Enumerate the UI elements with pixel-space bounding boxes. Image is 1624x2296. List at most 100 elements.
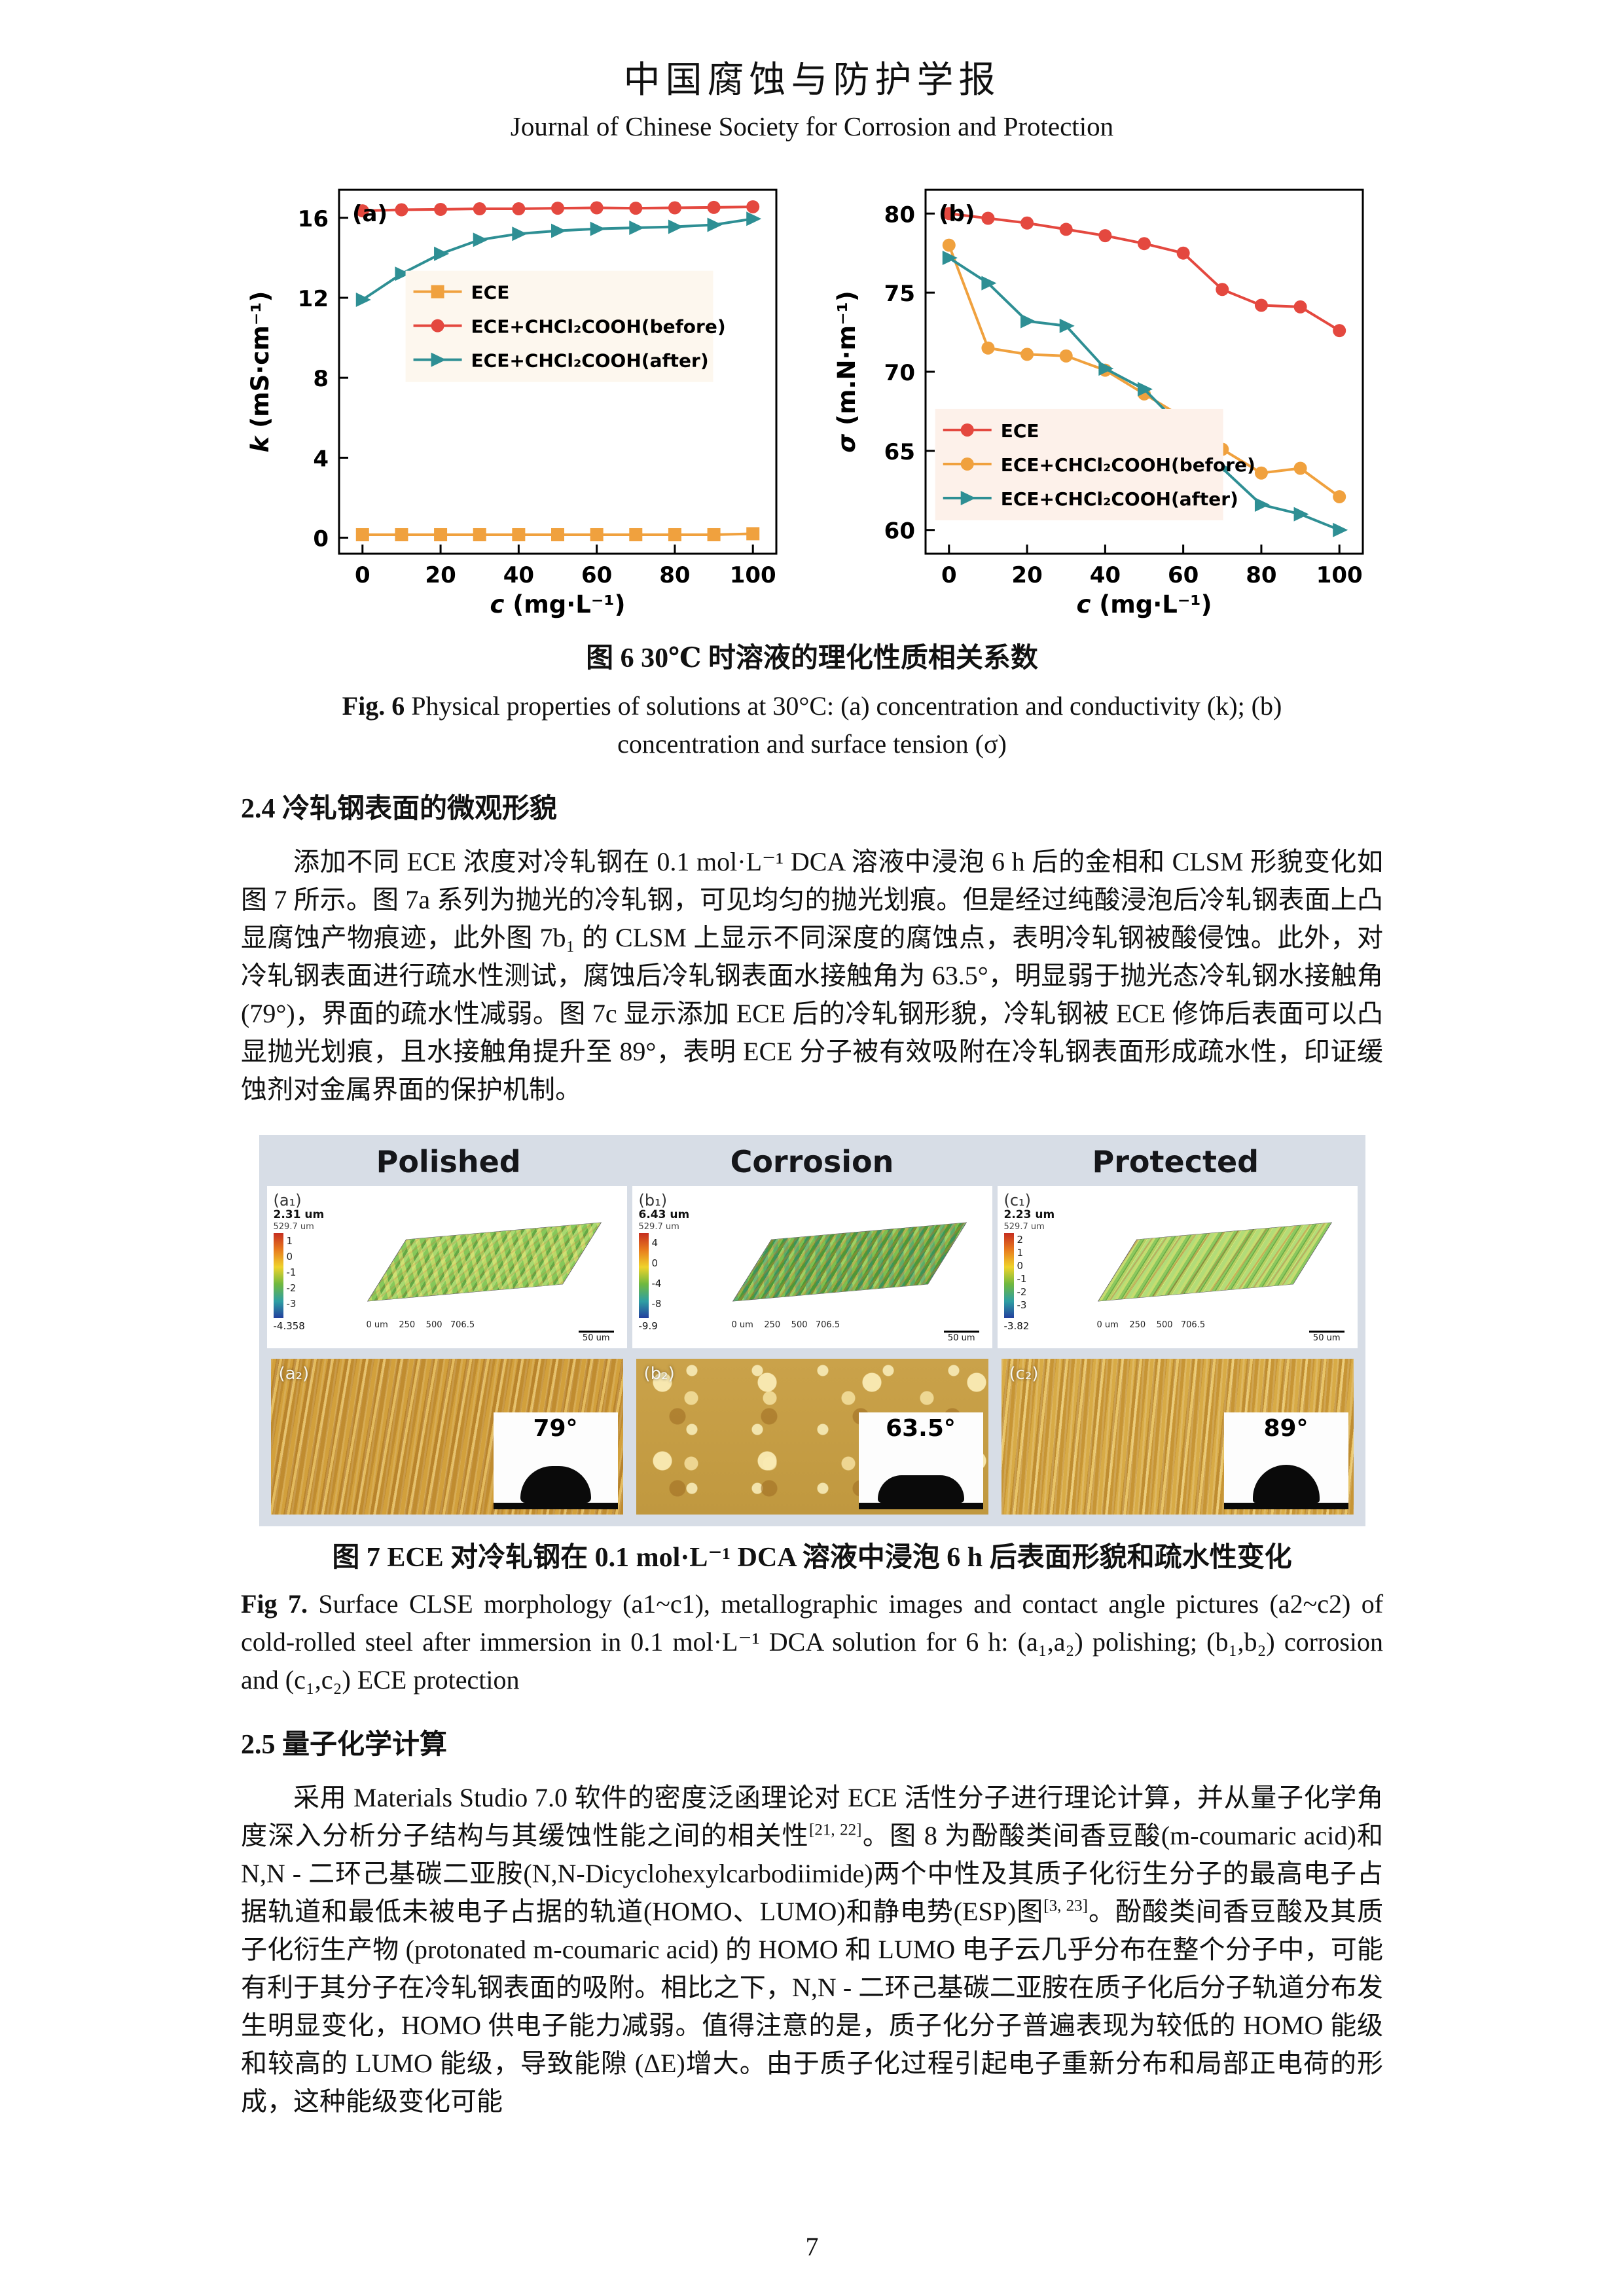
paragraph-2-5-part-1: 采用 Materials Studio 7.0 软件的密度泛函理论对 ECE 活… [241,1783,1383,1850]
figure7-caption-zh-text: ECE 对冷轧钢在 0.1 mol·L⁻¹ DCA 溶液中浸泡 6 h 后表面形… [387,1543,1292,1573]
figure7-caption-zh: 图 7 ECE 对冷轧钢在 0.1 mol·L⁻¹ DCA 溶液中浸泡 6 h … [241,1541,1383,1575]
contact-angle-inset-b2: 63.5° [858,1412,983,1509]
droplet-baseline-b2 [858,1503,983,1509]
figure7-caption-zh-label: 图 7 [332,1543,380,1573]
clsm-axis-labels-b1: 0 um 250 500 706.5 [731,1320,840,1330]
colorbar-ticks-c1: 2 1 0 -1 -2 -3 [1017,1234,1027,1311]
paragraph-2-5-part-2: 。图 8 为酚酸类间香豆酸(m-coumaric acid)和 N,N - 二环… [241,1821,1383,1926]
figure7-caption-en: Fig 7. Surface CLSE morphology (a1~c1), … [241,1585,1383,1699]
height-colorbar-a1: 2.31 um 529.7 um 1 0 -1 -2 -3 -4.358 [273,1208,336,1332]
metallographic-label-c2: (c₂) [1009,1364,1039,1384]
colorbar-gradient-b1 [638,1233,649,1318]
clsm-label-a1: (a₁) [273,1191,302,1210]
water-droplet-shape-a2 [520,1466,591,1503]
chart-surface-tension: 0 20 40 60 80 100 60 65 70 75 80 ECE ECE+CHCl₂COOH(b… [833,188,1364,619]
clsm-cell-a1: (a₁) 2.31 um 529.7 um 1 0 -1 -2 -3 -4.35… [266,1186,627,1348]
figure7-caption-en-label: Fig 7. [241,1589,308,1619]
paragraph-2-5-part-3: 。酚酸类间香豆酸及其质子化衍生产物 (protonated m-coumaric… [241,1897,1383,2116]
clsm-surface-wrap-c1: 0 um 250 500 706.5 50 um [1075,1202,1355,1346]
svg-text:20: 20 [1011,562,1042,588]
contact-angle-inset-c2: 89° [1223,1412,1348,1509]
clsm-surface-wrap-b1: 0 um 250 500 706.5 50 um [710,1202,990,1346]
water-droplet-shape-b2 [877,1475,964,1503]
clsm-axis-labels-a1: 0 um 250 500 706.5 [366,1320,475,1330]
colorbar-max-b1: 6.43 um [638,1208,690,1221]
contact-angle-value-a2: 79° [533,1415,578,1442]
svg-text:16: 16 [298,206,329,232]
height-colorbar-c1: 2.23 um 529.7 um 2 1 0 -1 -2 -3 -3.82 [1003,1208,1067,1332]
journal-title-en: Journal of Chinese Society for Corrosion… [510,111,1114,141]
figure6-caption-zh: 图 6 30℃ 时溶液的理化性质相关系数 [241,641,1383,675]
contact-angle-value-b2: 63.5° [886,1415,956,1442]
svg-text:80: 80 [884,202,915,228]
metallographic-image-b2: (b₂) 63.5° [636,1359,988,1515]
colorbar-gradient-c1 [1003,1233,1014,1318]
svg-text:0: 0 [355,562,370,588]
contact-angle-value-c2: 89° [1263,1415,1308,1442]
svg-text:0: 0 [313,526,329,552]
svg-text:40: 40 [503,562,534,588]
figure6-caption-en-label: Fig. 6 [342,691,405,721]
metallographic-image-c2: (c₂) 89° [1001,1359,1354,1515]
scalebar-b1: 50 um [943,1331,979,1343]
colorbar-gradient-a1 [273,1233,283,1318]
svg-text:12: 12 [298,286,329,312]
scalebar-c1: 50 um [1308,1331,1344,1343]
figure7-headers: Polished Corrosion Protected [267,1140,1358,1186]
svg-text:c (mg·L⁻¹): c (mg·L⁻¹) [490,590,625,619]
figure6-caption-zh-text: 30℃ 时溶液的理化性质相关系数 [641,643,1038,673]
section-2-4-heading: 2.4 冷轧钢表面的微观形貌 [241,794,558,824]
metallographic-image-a2: (a₂) 79° [270,1359,623,1515]
svg-text:40: 40 [1090,562,1121,588]
svg-text:4: 4 [313,446,329,472]
figure7-caption-en-text: Surface CLSE morphology (a1~c1), metallo… [241,1589,1384,1695]
clsm-axis-labels-c1: 0 um 250 500 706.5 [1096,1320,1206,1330]
section-2-4-paragraph: 添加不同 ECE 浓度对冷轧钢在 0.1 mol·L⁻¹ DCA 溶液中浸泡 6… [241,847,1383,1104]
colorbar-min-a1: -4.358 [273,1320,305,1332]
section-2-5-paragraph: 采用 Materials Studio 7.0 软件的密度泛函理论对 ECE 活… [241,1779,1383,2121]
clsm-surface-image-b1 [732,1222,967,1302]
colorbar-max-c1: 2.23 um [1003,1208,1055,1221]
figure6-block: 0 20 40 60 80 100 0 4 8 12 16 ECE ECE+CHCl₂COOH(befo… [241,175,1383,763]
figure7-header-polished: Polished [376,1144,521,1179]
svg-text:ECE+CHCl₂COOH(after): ECE+CHCl₂COOH(after) [471,350,709,372]
clsm-surface-wrap-a1: 0 um 250 500 706.5 50 um [344,1202,624,1346]
colorbar-min-b1: -9.9 [638,1320,658,1332]
svg-text:ECE+CHCl₂COOH(after): ECE+CHCl₂COOH(after) [1001,488,1238,510]
citation-ref-3-23: [3, 23] [1043,1897,1088,1915]
figure7-panel: Polished Corrosion Protected (a₁) 2.31 u… [259,1135,1365,1526]
figure7-clsm-row: (a₁) 2.31 um 529.7 um 1 0 -1 -2 -3 -4.35… [266,1186,1358,1348]
svg-text:75: 75 [884,281,915,307]
svg-text:k (mS·cm⁻¹): k (mS·cm⁻¹) [246,291,274,453]
svg-text:60: 60 [1168,562,1199,588]
colorbar-max-a1: 2.31 um [273,1208,325,1221]
metallographic-cell-a2: (a₂) 79° [267,1355,627,1518]
svg-text:100: 100 [730,562,776,588]
clsm-cell-b1: (b₁) 6.43 um 529.7 um 4 0 -4 -8 -9.9 0 u… [632,1186,992,1348]
svg-text:80: 80 [659,562,690,588]
clsm-cell-c1: (c₁) 2.23 um 529.7 um 2 1 0 -1 -2 -3 -3.… [997,1186,1358,1348]
svg-text:c (mg·L⁻¹): c (mg·L⁻¹) [1076,590,1212,619]
metallographic-label-b2: (b₂) [643,1364,675,1384]
svg-text:8: 8 [313,366,329,392]
figure6-caption-en: Fig. 6 Physical properties of solutions … [289,687,1336,763]
metallographic-cell-c2: (c₂) 89° [998,1355,1358,1518]
svg-text:70: 70 [884,360,915,386]
svg-text:ECE+CHCl₂COOH(before): ECE+CHCl₂COOH(before) [471,316,726,338]
figure7-header-protected: Protected [1092,1144,1259,1179]
figure7-header-corrosion: Corrosion [730,1144,894,1179]
droplet-baseline-a2 [493,1503,618,1509]
colorbar-ticks-a1: 1 0 -1 -2 -3 [286,1235,297,1310]
svg-text:60: 60 [884,518,915,545]
journal-header: 中国腐蚀与防护学报 Journal of Chinese Society for… [241,58,1383,143]
svg-text:(b): (b) [939,201,975,227]
colorbar-min-c1: -3.82 [1003,1320,1030,1332]
metallographic-cell-b2: (b₂) 63.5° [632,1355,992,1518]
clsm-surface-image-a1 [367,1222,602,1302]
svg-text:80: 80 [1246,562,1276,588]
contact-angle-inset-a2: 79° [493,1412,618,1509]
svg-text:100: 100 [1316,562,1363,588]
svg-text:ECE: ECE [1001,420,1039,442]
colorbar-ticks-b1: 4 0 -4 -8 [651,1237,662,1310]
